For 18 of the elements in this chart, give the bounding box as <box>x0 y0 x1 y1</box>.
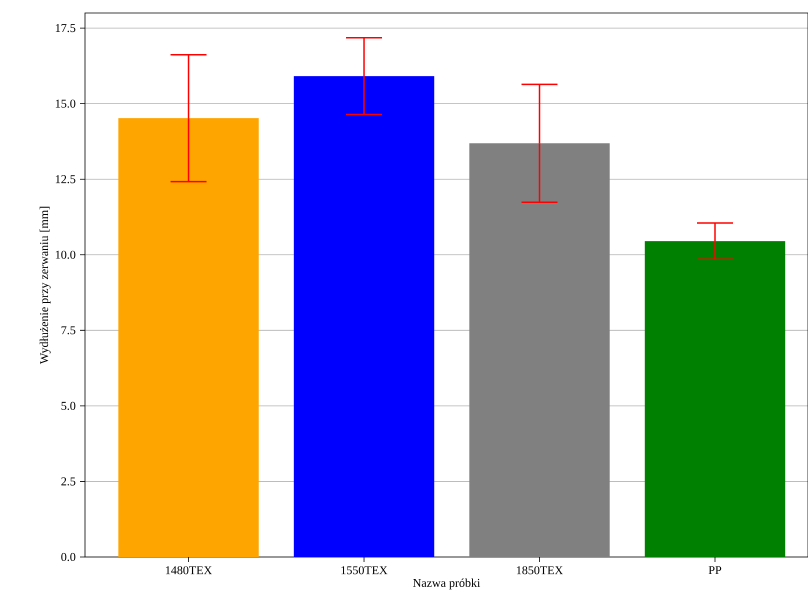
x-tick-label: PP <box>708 566 722 574</box>
bar <box>644 241 786 557</box>
y-tick-label: 17.5 <box>56 24 76 32</box>
y-axis-title: Wydłużenie przy zerwaniu [mm] <box>40 206 51 364</box>
bar <box>118 118 259 557</box>
x-tick-label: 1850TEX <box>516 566 563 574</box>
bar <box>469 143 610 557</box>
x-tick-label: 1480TEX <box>166 566 212 574</box>
x-tick-label: 1550TEX <box>341 566 388 574</box>
bar <box>294 76 434 557</box>
y-tick-label: 7.5 <box>62 326 76 334</box>
x-axis-title: Nazwa próbki <box>413 578 480 590</box>
y-tick-label: 12.5 <box>56 175 76 184</box>
y-tick-label: 2.5 <box>61 477 76 486</box>
y-tick-label: 5.0 <box>62 402 76 410</box>
y-tick-label: 10.0 <box>56 250 76 259</box>
y-tick-label: 15.0 <box>56 100 76 108</box>
y-tick-label: 0.0 <box>61 552 76 562</box>
